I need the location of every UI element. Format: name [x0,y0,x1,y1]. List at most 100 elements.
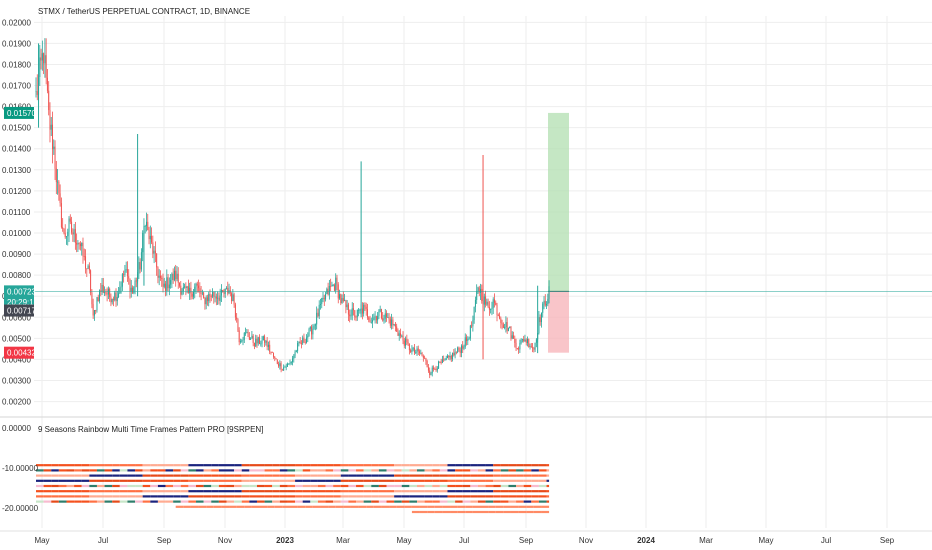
indicator-band-segment [165,464,174,467]
candle-body [436,368,438,371]
indicator-band-segment [546,474,550,477]
candle-body [529,346,531,348]
indicator-band-segment [234,464,242,467]
indicator-band-segment [218,469,227,472]
indicator-band-segment [424,464,433,467]
indicator-band-segment [241,469,250,472]
indicator-band-segment [439,490,448,493]
time-axis[interactable]: May Jul Sep Nov 2023 Mar May Jul Sep Nov 2024 Mar Ma… [34,536,894,545]
price-tick-label: 0.00200 [2,398,31,407]
indicator-band-segment [236,505,245,508]
indicator-band-segment [241,479,250,482]
indicator-band-segment [157,479,166,482]
indicator-band-segment [371,500,379,503]
indicator-band-segment [104,469,113,472]
price-tick-label: 0.01400 [2,145,31,154]
candle-body [478,287,480,293]
indicator-band-segment [538,490,547,493]
indicator-band-segment [58,474,67,477]
indicator-band-segment [157,495,166,498]
candle-body [454,351,456,356]
candle-body [149,235,151,240]
indicator-band-segment [188,464,197,467]
candle-body [323,297,325,300]
candle-body [106,293,108,295]
indicator-band-segment [310,500,318,503]
indicator-band-segment [356,490,364,493]
indicator-band-segment [465,510,473,514]
candle-body [158,275,160,278]
candle-body [226,287,227,289]
indicator-band-segment [531,474,539,477]
indicator-band-segment [417,484,425,488]
indicator-band-segment [363,479,372,482]
indicator-band-segment [249,490,257,493]
indicator-band-segment [142,495,151,498]
indicator-band-segment [419,510,428,514]
indicator-band-segment [226,474,235,477]
candle-body [219,295,221,301]
indicator-band-segment [455,464,463,467]
indicator-band-segment [472,510,481,514]
candle-body [293,355,295,359]
candle-body [186,286,188,288]
loss-zone[interactable] [548,291,569,353]
indicator-band-segment [317,474,326,477]
candle-body [501,322,503,325]
candle-body [74,229,76,243]
candle-body [43,53,45,64]
indicator-band-segment [523,495,532,498]
candle-body [248,336,250,340]
candle-body [214,296,216,298]
candle-body [58,181,60,194]
indicator-band-segment [386,490,395,493]
candle-body [276,359,278,364]
indicator-band-segment [295,464,303,467]
candle-body [120,286,122,288]
candle-body [161,277,163,279]
indicator-band-segment [508,484,517,488]
indicator-band-segment [127,464,136,467]
indicator-band-segment [378,490,387,493]
indicator-band-segment [333,469,341,472]
profit-zone[interactable] [548,112,569,292]
indicator-band-segment [386,500,395,503]
indicator-band-segment [188,490,197,493]
candle-body [95,310,97,311]
candle-body [278,363,280,367]
candle-body [250,338,252,340]
price-tick-label: 0.01300 [2,166,31,175]
candle-body [502,324,504,328]
candle-body [532,347,534,349]
candle-body [112,298,114,301]
indicator-band-segment [538,495,547,498]
candle-body [154,250,156,254]
indicator-band-segment [112,464,120,467]
candle-body [110,297,112,303]
candle-body [159,275,161,278]
indicator-band-segment [378,500,387,503]
indicator-band-segment [531,500,539,503]
candle-body [272,352,274,357]
indicator-band-segment [180,464,189,467]
indicator-band-segment [348,464,357,467]
indicator-band-segment [317,464,326,467]
indicator-band-segment [432,484,440,488]
indicator-band-segment [196,474,204,477]
indicator-band-segment [183,505,191,508]
indicator-band-segment [272,469,280,472]
candle-body [387,317,389,318]
indicator-band-segment [508,469,517,472]
candle-body [36,91,38,95]
indicator-band-segment [495,505,504,508]
indicator-band-segment [401,495,410,498]
indicator-band-segment [302,464,311,467]
candle-body [398,333,400,336]
candle-body [275,357,277,360]
indicator-band-segment [267,505,275,508]
indicator-axis[interactable]: 0.00000 -10.00000 -20.00000 [2,424,39,513]
indicator-band-segment [180,469,189,472]
candle-body [353,308,354,311]
indicator-band-segment [401,484,410,488]
